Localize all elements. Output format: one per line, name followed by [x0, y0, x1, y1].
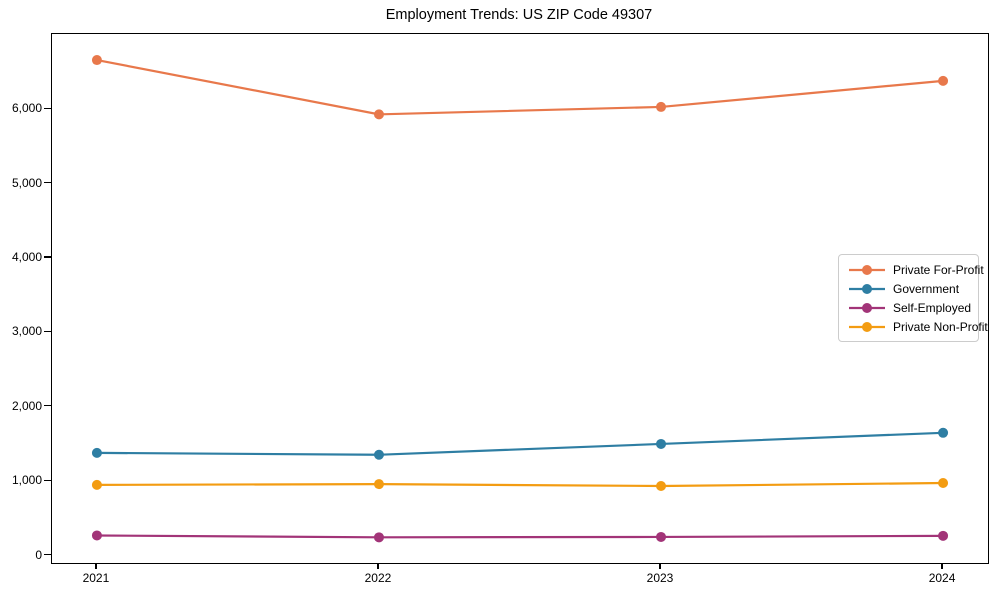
- x-tick-mark: [377, 563, 379, 569]
- x-tick-label: 2021: [82, 571, 110, 585]
- y-tick-mark: [44, 256, 51, 258]
- x-tick-mark: [941, 563, 943, 569]
- data-point-self-employed-2022: [373, 532, 384, 543]
- x-tick-mark: [659, 563, 661, 569]
- y-tick-mark: [44, 479, 51, 481]
- chart-title: Employment Trends: US ZIP Code 49307: [385, 7, 653, 23]
- data-point-private-for-profit-2022: [373, 109, 384, 120]
- data-point-private-non-profit-2024: [938, 478, 949, 489]
- plot-lines: [91, 55, 949, 543]
- legend-item-government: Government: [848, 279, 970, 298]
- legend-item-private-non-profit: Private Non-Profit: [848, 317, 988, 336]
- data-point-private-non-profit-2021: [91, 479, 102, 490]
- series-line-private-non-profit: [96, 481, 944, 488]
- x-tick-label: 2024: [928, 571, 956, 585]
- x-tick-label: 2022: [364, 571, 392, 585]
- y-tick-label: 1,000: [11, 473, 42, 488]
- data-point-government-2023: [656, 438, 667, 449]
- y-tick-mark: [44, 181, 51, 184]
- legend-item-private-for-profit: Private For-Profit: [848, 260, 984, 279]
- y-tick-label: 6,000: [11, 101, 42, 116]
- data-point-self-employed-2023: [656, 531, 667, 542]
- data-point-private-for-profit-2021: [91, 55, 102, 66]
- y-tick-mark: [44, 405, 51, 407]
- x-tick-mark: [95, 563, 97, 569]
- series-line-government: [96, 431, 944, 456]
- y-tick-label: 3,000: [11, 324, 42, 339]
- legend: Private For-Profit Government Self-Employe…: [838, 254, 988, 342]
- data-point-government-2024: [938, 427, 949, 438]
- data-point-private-non-profit-2022: [373, 479, 384, 490]
- data-point-government-2021: [91, 447, 102, 458]
- plot-area: [51, 33, 989, 564]
- legend-label: Private For-Profit: [893, 262, 984, 277]
- legend-label: Private Non-Profit: [893, 319, 988, 334]
- data-point-government-2022: [373, 449, 384, 460]
- data-point-private-for-profit-2023: [656, 101, 667, 112]
- y-tick-label: 4,000: [11, 249, 42, 264]
- x-tick-label: 2023: [646, 571, 674, 585]
- data-point-private-non-profit-2023: [656, 480, 667, 491]
- y-tick-mark: [44, 553, 51, 556]
- data-point-self-employed-2024: [938, 530, 949, 541]
- y-tick-mark: [44, 330, 51, 332]
- y-tick-mark: [44, 107, 51, 109]
- y-tick-label: 5,000: [11, 175, 42, 190]
- series-line-self-employed: [96, 534, 944, 539]
- legend-label: Government: [893, 281, 960, 296]
- legend-marker-icon: [849, 321, 885, 332]
- y-tick-label: 0: [35, 547, 42, 562]
- data-point-private-for-profit-2024: [938, 75, 949, 86]
- data-point-self-employed-2021: [91, 530, 102, 541]
- series-line-private-for-profit: [96, 58, 944, 116]
- y-tick-label: 2,000: [11, 398, 42, 413]
- legend-marker-icon: [849, 264, 885, 275]
- legend-item-self-employed: Self-Employed: [848, 298, 972, 317]
- legend-marker-icon: [849, 283, 885, 294]
- legend-marker-icon: [849, 302, 885, 313]
- legend-label: Self-Employed: [893, 300, 972, 315]
